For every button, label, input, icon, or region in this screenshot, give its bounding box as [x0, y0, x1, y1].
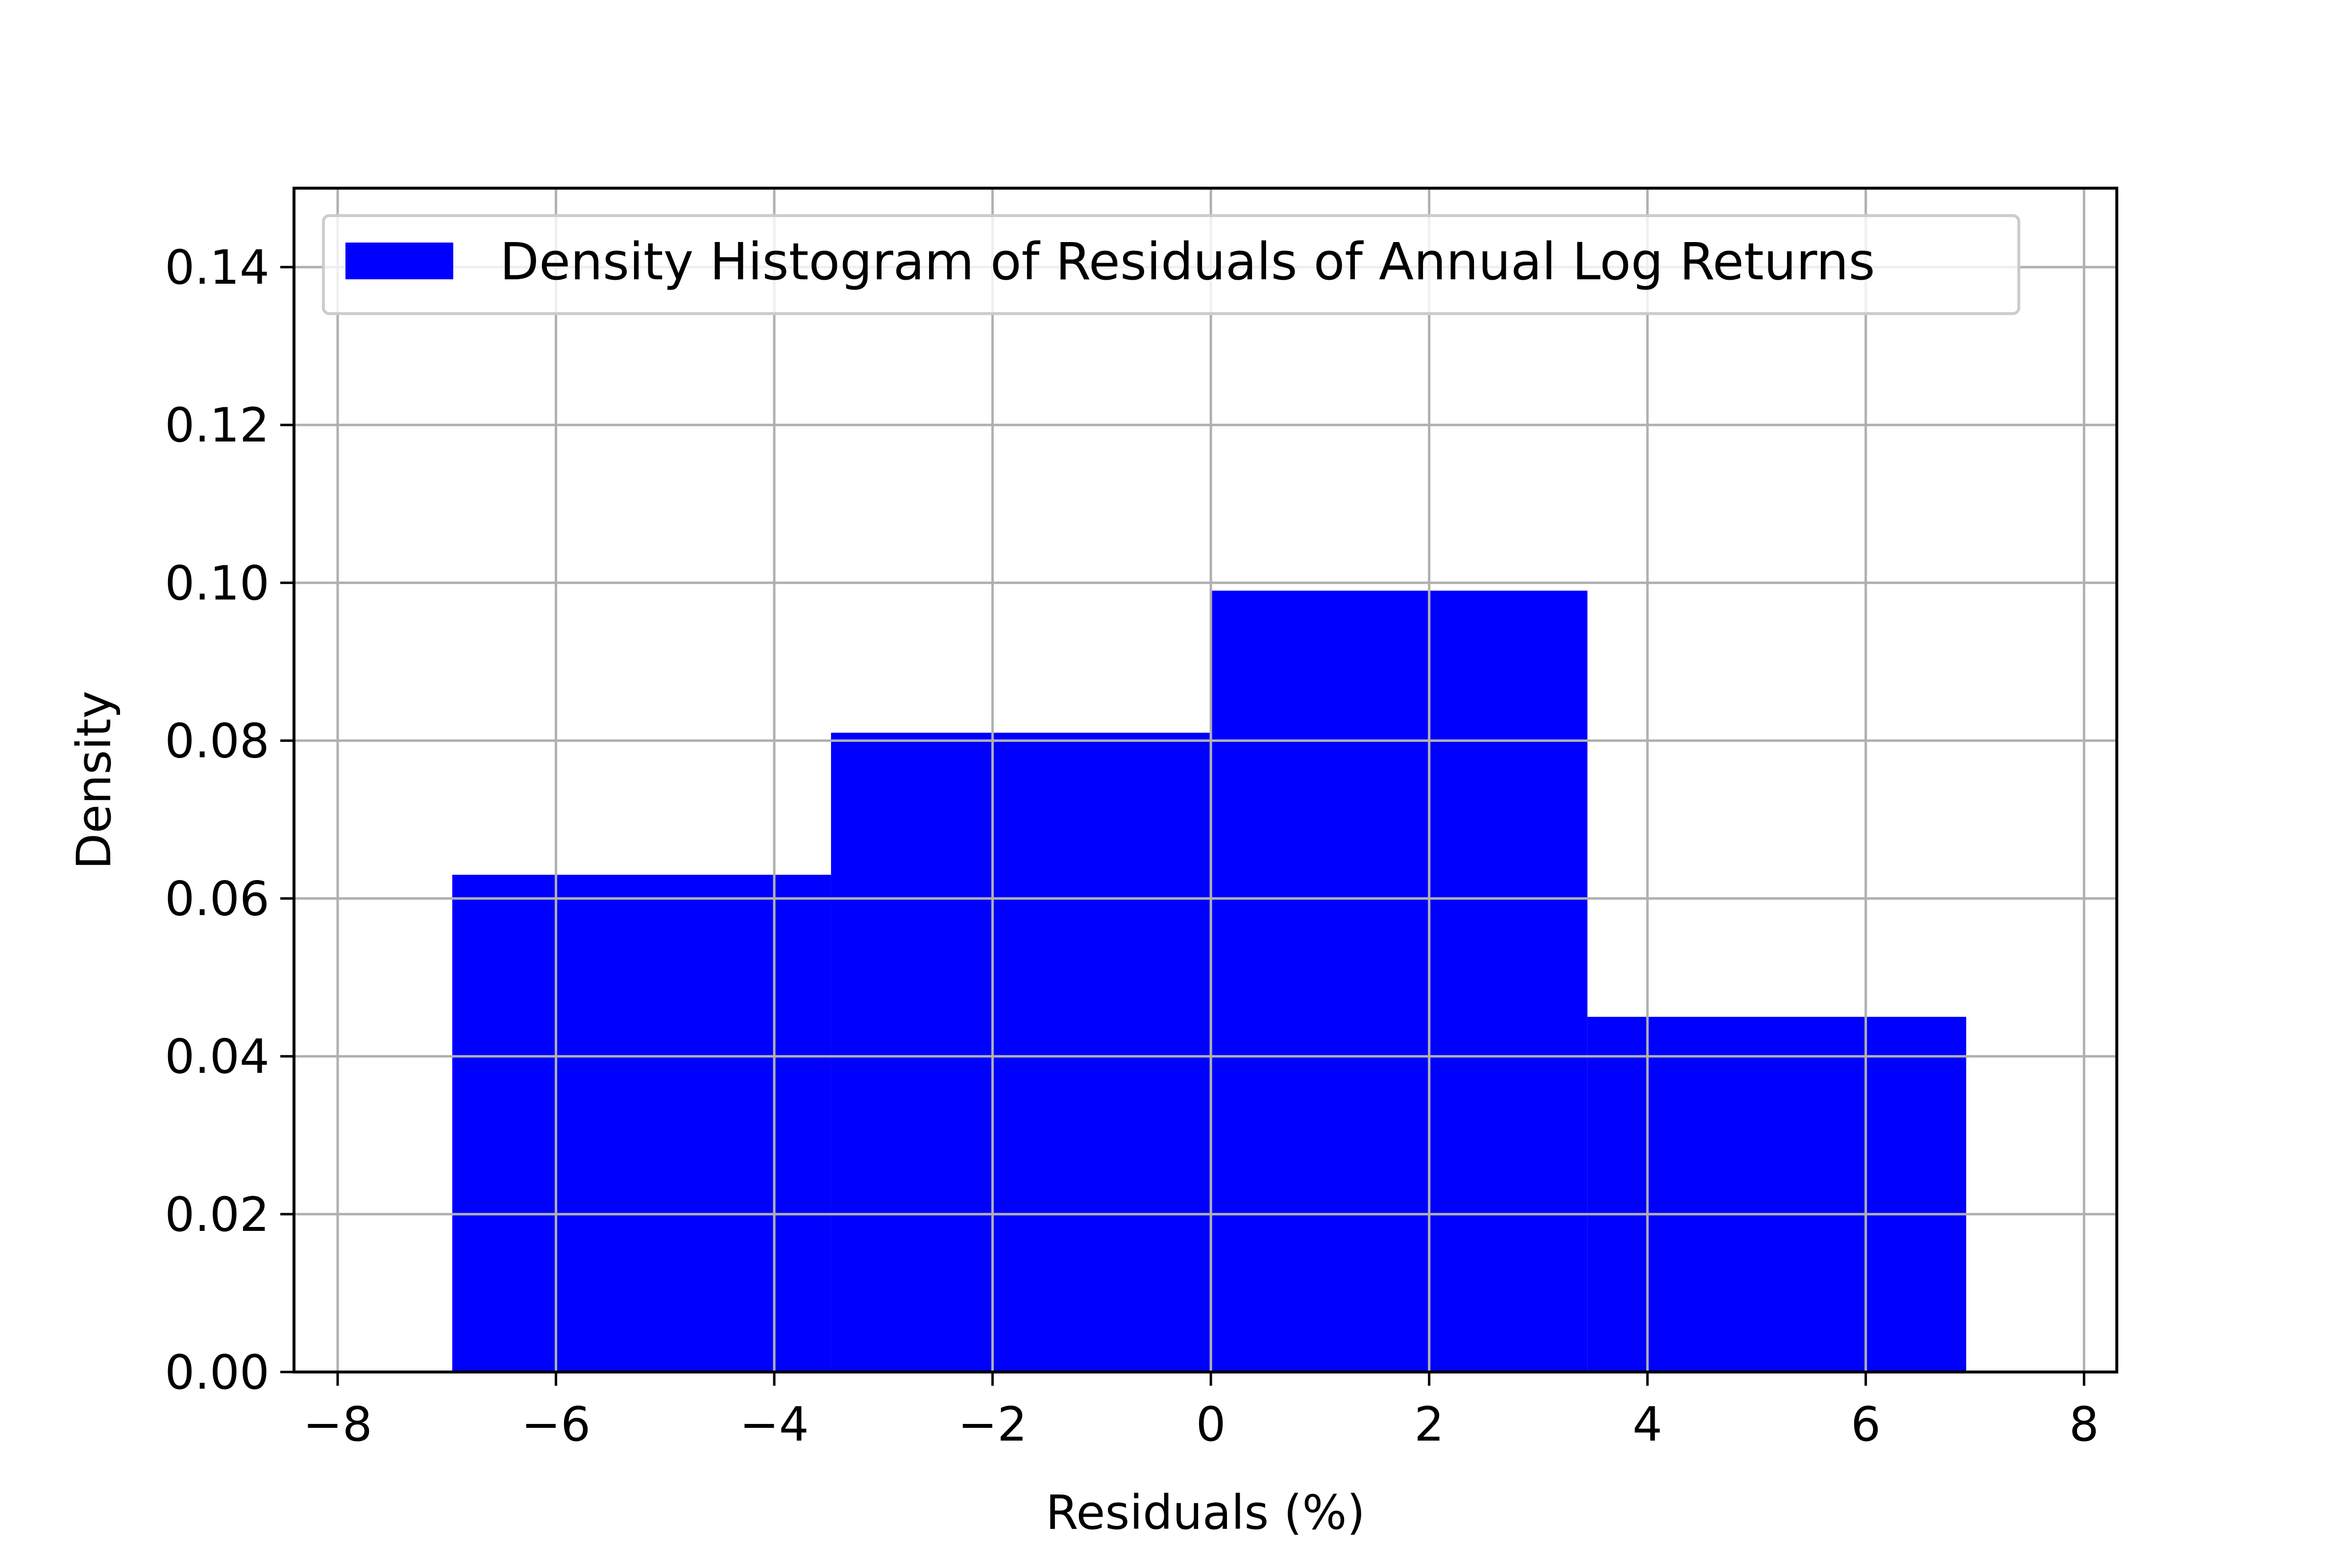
y-tick-label-1: 0.02: [165, 1187, 270, 1242]
y-tick-label-0: 0.00: [165, 1345, 270, 1400]
x-tick-label-4: 0: [1196, 1397, 1226, 1452]
legend-swatch: [345, 243, 453, 279]
x-tick-label-0: −8: [303, 1397, 372, 1452]
histogram-bar-2: [831, 733, 1210, 1372]
bars-layer: [452, 590, 1966, 1372]
x-tick-label-3: −2: [958, 1397, 1028, 1452]
x-tick-label-2: −4: [739, 1397, 809, 1452]
histogram-bar-4: [1587, 1017, 1966, 1372]
ticks-layer: −8 −6 −4 −2 0 2 4 6 8 0.00 0.02 0.04 0.06 0.08 0.10 0.1…: [165, 240, 2099, 1452]
y-tick-label-5: 0.10: [165, 556, 270, 611]
y-axis-label: Density: [67, 691, 122, 870]
plot-frame: [293, 187, 2118, 1373]
histogram-bar-1: [452, 875, 831, 1372]
legend: Density Histogram of Residuals of Annual…: [322, 214, 2020, 315]
x-tick-label-8: 8: [2069, 1397, 2099, 1452]
x-tick-label-1: −6: [521, 1397, 591, 1452]
histogram-bar-3: [1209, 590, 1588, 1372]
y-tick-label-4: 0.08: [165, 713, 270, 768]
x-tick-label-5: 2: [1414, 1397, 1444, 1452]
x-axis-label: Residuals (%): [1046, 1485, 1365, 1540]
y-tick-label-2: 0.04: [165, 1029, 270, 1084]
x-tick-label-7: 6: [1851, 1397, 1881, 1452]
y-tick-label-3: 0.06: [165, 872, 270, 927]
legend-entry-label: Density Histogram of Residuals of Annual…: [500, 232, 1875, 292]
y-tick-label-7: 0.14: [165, 240, 270, 295]
legend-box: [322, 214, 2020, 315]
y-tick-label-6: 0.12: [165, 398, 270, 453]
x-tick-label-6: 4: [1633, 1397, 1663, 1452]
